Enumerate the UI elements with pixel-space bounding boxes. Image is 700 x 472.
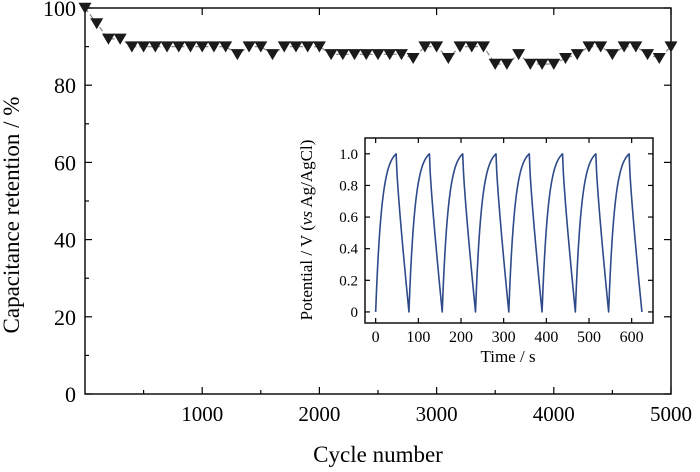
main-data	[78, 2, 678, 70]
retention-point	[148, 41, 162, 53]
retention-point	[78, 2, 92, 14]
inset-x-tick-label: 600	[620, 329, 644, 346]
retention-point	[266, 49, 280, 61]
inset-x-tick-label: 400	[534, 329, 558, 346]
retention-point	[535, 58, 549, 70]
main-y-tick-label: 100	[43, 0, 76, 21]
inset-y-axis-label: Potential / V (vs Ag/AgCl)	[297, 140, 316, 321]
retention-point	[523, 58, 537, 70]
retention-point	[559, 52, 573, 65]
retention-point	[594, 41, 608, 53]
main-x-axis-label: Cycle number	[313, 442, 443, 467]
inset-y-tick-label: 0.4	[339, 242, 358, 258]
inset-y-tick-label: 0.8	[339, 178, 358, 194]
retention-point	[289, 41, 303, 53]
retention-point	[277, 41, 291, 53]
retention-point	[160, 41, 174, 53]
retention-point	[301, 41, 315, 53]
inset-x-tick-label: 200	[449, 329, 473, 346]
main-y-axis-label: Capacitance retention / %	[0, 97, 24, 334]
inset-x-tick-label: 500	[577, 329, 601, 346]
retention-point	[547, 58, 561, 70]
retention-point	[371, 49, 385, 61]
inset-y-tick-label: 0	[351, 305, 359, 321]
retention-point	[664, 41, 678, 53]
retention-point	[90, 18, 104, 30]
main-x-tick-label: 1000	[181, 402, 223, 426]
retention-point	[617, 41, 631, 53]
retention-point	[336, 49, 350, 61]
retention-point	[348, 49, 362, 61]
retention-point	[406, 52, 420, 65]
inset-y-axis-label-part-1: Potential / V (	[297, 225, 316, 321]
main-y-tick-label: 20	[54, 305, 76, 330]
inset-plot-frame	[364, 137, 654, 324]
retention-point	[641, 49, 655, 61]
inset-data	[374, 153, 643, 313]
retention-point	[488, 58, 502, 70]
inset-x-tick-label: 100	[406, 329, 430, 346]
retention-point	[512, 49, 526, 61]
main-x-tick-label: 5000	[650, 402, 692, 426]
inset-ticks: 0 100 200 300 400 500 600 0 0.2 0.4 0.6 0.8 1.0	[339, 138, 653, 346]
retention-point	[254, 41, 268, 53]
main-x-tick-label: 4000	[533, 402, 575, 426]
inset-y-tick-label: 0.6	[339, 210, 358, 226]
main-y-tick-label: 0	[65, 382, 76, 407]
retention-point	[195, 41, 209, 53]
retention-point	[500, 58, 514, 70]
retention-point	[324, 49, 338, 61]
potential-curve	[374, 153, 643, 313]
main-y-tick-label: 60	[54, 150, 76, 175]
inset-x-tick-label: 0	[372, 329, 380, 346]
retention-point	[137, 41, 151, 53]
retention-point	[242, 41, 256, 53]
inset-x-axis-label: Time / s	[480, 347, 535, 366]
retention-point	[652, 52, 666, 65]
retention-point	[172, 41, 186, 53]
retention-point	[476, 41, 490, 53]
retention-point	[418, 41, 432, 53]
retention-point	[183, 41, 197, 53]
retention-point	[605, 49, 619, 61]
retention-point	[230, 49, 244, 61]
retention-point	[207, 41, 221, 53]
retention-point	[113, 33, 127, 45]
inset-y-axis-label-vs: vs	[297, 211, 316, 226]
inset-x-tick-label: 300	[492, 329, 516, 346]
inset-y-tick-label: 0.2	[339, 273, 358, 289]
retention-point	[101, 33, 115, 45]
retention-point	[359, 49, 373, 61]
retention-point	[312, 41, 326, 53]
main-x-tick-label: 2000	[298, 402, 340, 426]
retention-point	[441, 52, 455, 65]
inset-y-axis-label-part-2: Ag/AgCl)	[297, 140, 316, 211]
main-y-tick-label: 80	[54, 73, 76, 98]
retention-point	[570, 49, 584, 61]
inset-y-tick-label: 1.0	[339, 147, 358, 163]
retention-point	[582, 41, 596, 53]
retention-point	[383, 49, 397, 61]
retention-point	[394, 49, 408, 61]
main-y-tick-label: 40	[54, 228, 76, 253]
retention-point	[125, 41, 139, 53]
retention-point	[430, 41, 444, 53]
retention-point	[219, 41, 233, 53]
main-x-tick-label: 3000	[416, 402, 458, 426]
retention-point	[465, 41, 479, 53]
retention-point	[453, 41, 467, 53]
retention-point	[629, 41, 643, 53]
